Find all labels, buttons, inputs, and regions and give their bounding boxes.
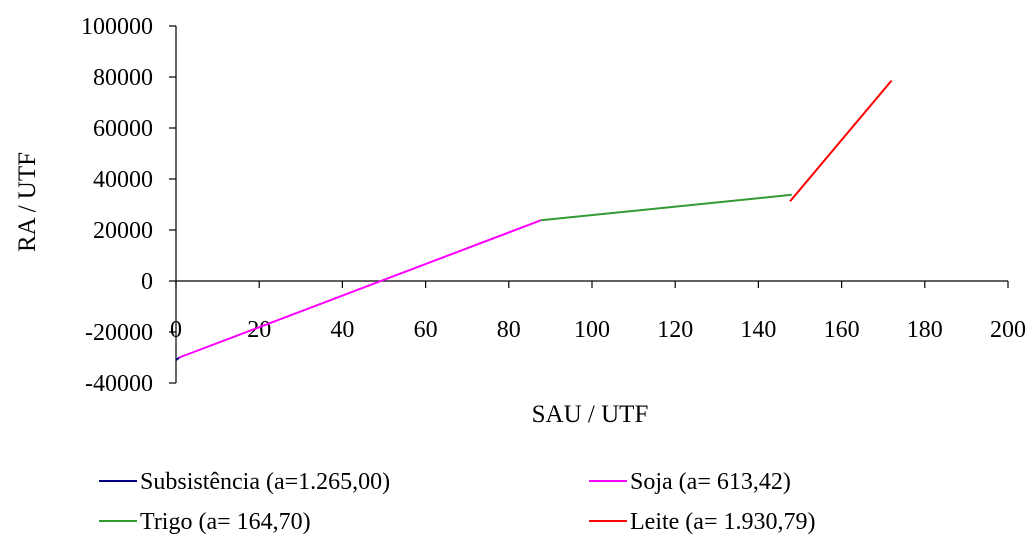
legend-swatch-trigo <box>99 520 137 523</box>
legend-item-leite: Leite (a= 1.930,79) <box>589 508 815 536</box>
series-line-soja <box>178 219 542 359</box>
x-tick-label: 180 <box>907 317 943 343</box>
y-tick-label: 40000 <box>93 167 153 193</box>
legend-label-trigo: Trigo (a= 164,70) <box>140 509 311 535</box>
legend-label-subsistencia: Subsistência (a=1.265,00) <box>140 469 391 495</box>
series-lines <box>175 79 893 361</box>
x-tick-label: 100 <box>574 317 610 343</box>
legend-item-soja: Soja (a= 613,42) <box>589 468 791 496</box>
legend-swatch-subsistencia <box>99 480 137 483</box>
y-tick-label: 0 <box>141 269 153 295</box>
y-tick-label: 60000 <box>93 116 153 142</box>
legend-swatch-soja <box>589 480 627 483</box>
legend-label-leite: Leite (a= 1.930,79) <box>630 509 816 535</box>
y-axis-label: RA / UTF <box>14 152 41 252</box>
y-axis-ticks: 100000 80000 60000 40000 20000 0 -20000 -40000 <box>81 14 176 397</box>
x-tick-label: 140 <box>740 317 776 343</box>
y-tick-label: -40000 <box>85 371 153 397</box>
legend-item-subsistencia: Subsistência (a=1.265,00) <box>99 468 390 496</box>
series-line-subsistencia <box>175 356 180 361</box>
x-axis-ticks: 0 20 40 60 80 100 120 140 160 180 200 <box>170 281 1026 343</box>
legend-label-soja: Soja (a= 613,42) <box>630 469 791 495</box>
legend-swatch-leite <box>589 520 627 523</box>
x-tick-label: 200 <box>990 317 1026 343</box>
y-tick-label: 20000 <box>93 218 153 244</box>
x-tick-label: 40 <box>330 317 354 343</box>
x-axis-label: SAU / UTF <box>532 401 649 428</box>
y-tick-label: -20000 <box>85 320 153 346</box>
y-tick-label: 100000 <box>81 14 153 40</box>
x-tick-label: 120 <box>657 317 693 343</box>
series-line-trigo <box>540 193 792 222</box>
legend-item-trigo: Trigo (a= 164,70) <box>99 508 311 536</box>
y-tick-label: 80000 <box>93 65 153 91</box>
x-tick-label: 160 <box>824 317 860 343</box>
x-tick-label: 80 <box>497 317 521 343</box>
series-line-leite <box>789 79 893 202</box>
x-tick-label: 60 <box>414 317 438 343</box>
